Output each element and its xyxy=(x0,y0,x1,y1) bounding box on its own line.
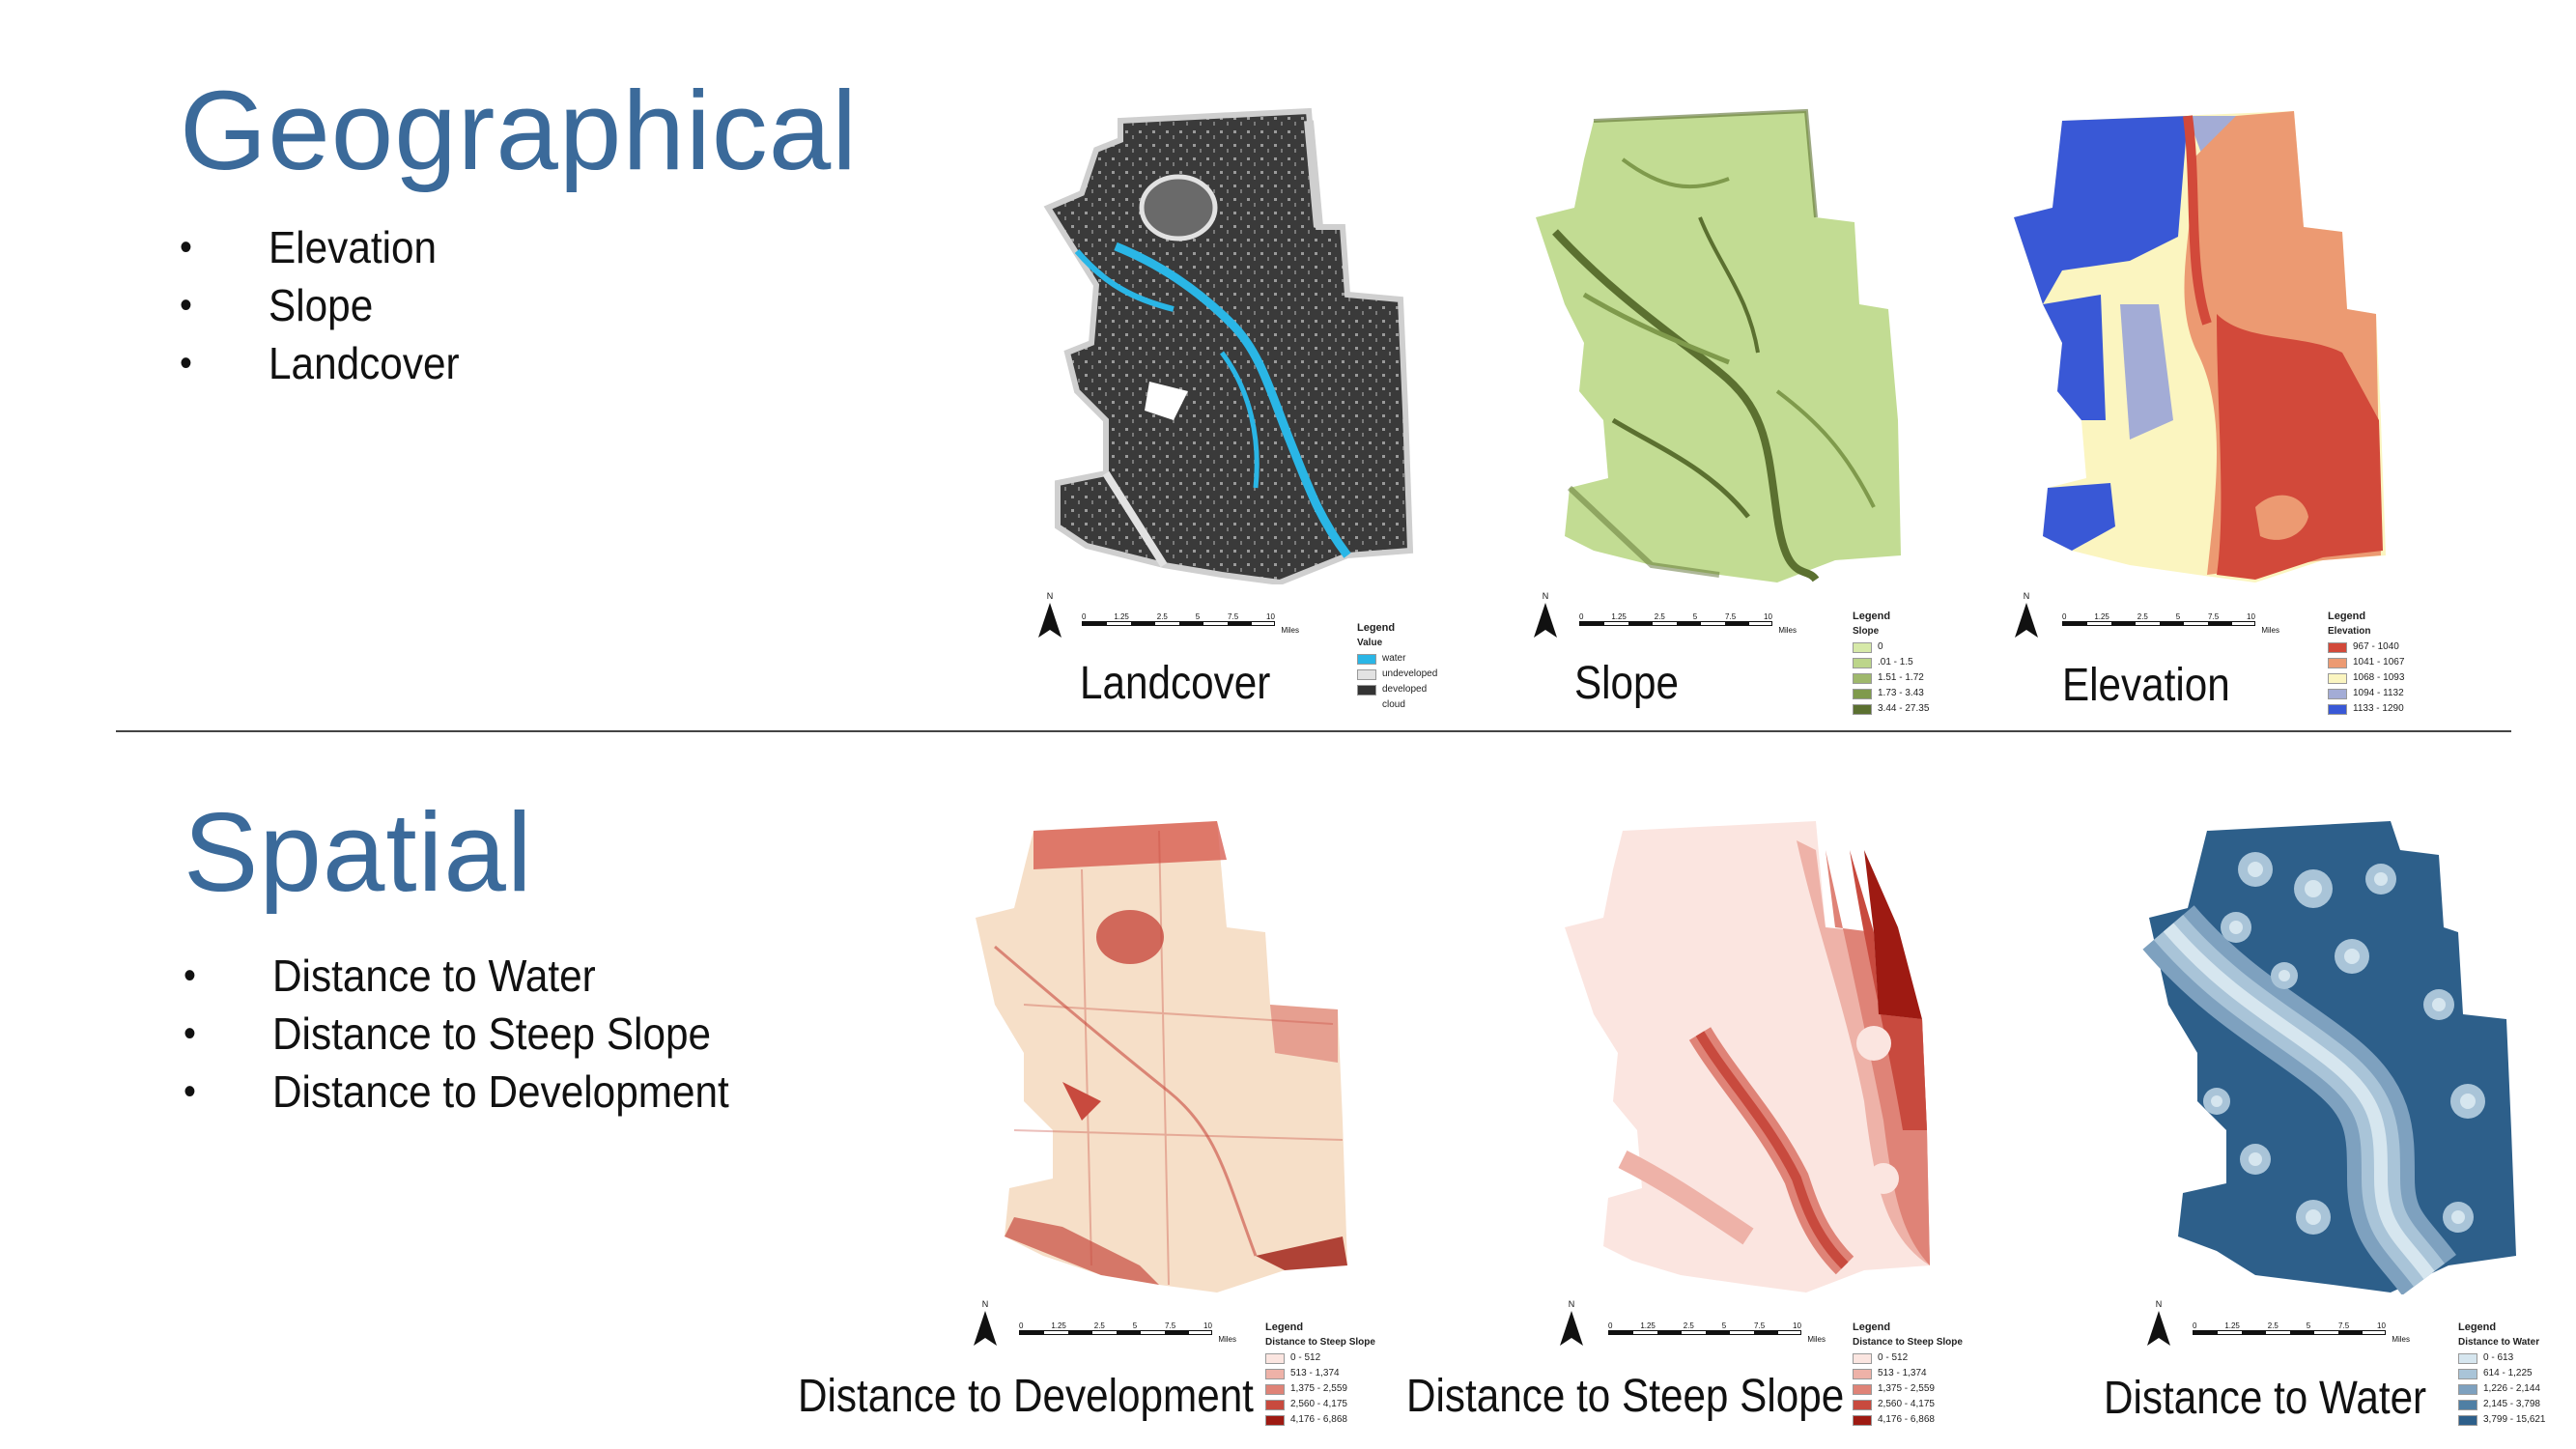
bullet-distance-to-steep-slope: Distance to Steep Slope xyxy=(184,1005,729,1063)
distance-to-development-map xyxy=(966,811,1352,1294)
slope-legend: Legend Slope 0 .01 - 1.5 1.51 - 1.72 1.7… xyxy=(1853,611,1930,715)
bullet-distance-to-development: Distance to Development xyxy=(184,1063,729,1121)
distance-to-water-caption: Distance to Water xyxy=(2104,1373,2427,1424)
elevation-caption: Elevation xyxy=(2062,660,2230,711)
north-arrow-icon: N xyxy=(1531,591,1560,649)
distance-to-development-caption: Distance to Development xyxy=(798,1371,1254,1422)
distance-to-development-legend: Legend Distance to Steep Slope 0 - 512 5… xyxy=(1265,1321,1375,1426)
north-arrow-icon: N xyxy=(1557,1299,1586,1357)
scale-bar: 0 1.25 2.5 5 7.5 10 Miles xyxy=(2062,612,2279,635)
distance-to-water-legend: Legend Distance to Water 0 - 613 614 - 1… xyxy=(2458,1321,2546,1426)
distance-to-water-map xyxy=(2139,811,2526,1294)
scale-bar: 0 1.25 2.5 5 7.5 10 Miles xyxy=(1019,1321,1236,1344)
geographical-bullet-list: Elevation Slope Landcover xyxy=(180,218,484,392)
spatial-title: Spatial xyxy=(184,789,533,915)
elevation-map xyxy=(2004,101,2391,584)
distance-to-steep-slope-legend: Legend Distance to Steep Slope 0 - 512 5… xyxy=(1853,1321,1963,1426)
slope-caption: Slope xyxy=(1574,658,1680,709)
scale-bar: 0 1.25 2.5 5 7.5 10 Miles xyxy=(1579,612,1797,635)
bullet-distance-to-water: Distance to Water xyxy=(184,947,729,1005)
landcover-map xyxy=(1029,101,1415,584)
distance-to-steep-slope-map xyxy=(1555,811,1941,1294)
bullet-elevation: Elevation xyxy=(180,218,460,276)
section-divider xyxy=(116,730,2511,732)
elevation-legend: Legend Elevation 967 - 1040 1041 - 1067 … xyxy=(2328,611,2405,715)
distance-to-steep-slope-caption: Distance to Steep Slope xyxy=(1406,1371,1845,1422)
spatial-bullet-list: Distance to Water Distance to Steep Slop… xyxy=(184,947,777,1121)
scale-bar: 0 1.25 2.5 5 7.5 10 Miles xyxy=(2193,1321,2410,1344)
landcover-legend: Legend Value water undeveloped developed… xyxy=(1357,622,1438,711)
north-arrow-icon: N xyxy=(2012,591,2041,649)
scale-bar: 0 1.25 2.5 5 7.5 10 Miles xyxy=(1608,1321,1826,1344)
north-arrow-icon: N xyxy=(2144,1299,2173,1357)
bullet-landcover: Landcover xyxy=(180,334,460,392)
slope-map xyxy=(1526,101,1912,584)
north-arrow-icon: N xyxy=(971,1299,1000,1357)
north-arrow-icon: N xyxy=(1035,591,1064,649)
scale-bar: 0 1.25 2.5 5 7.5 10 Miles xyxy=(1082,612,1299,635)
landcover-caption: Landcover xyxy=(1080,658,1271,709)
bullet-slope: Slope xyxy=(180,276,460,334)
geographical-title: Geographical xyxy=(180,68,858,193)
